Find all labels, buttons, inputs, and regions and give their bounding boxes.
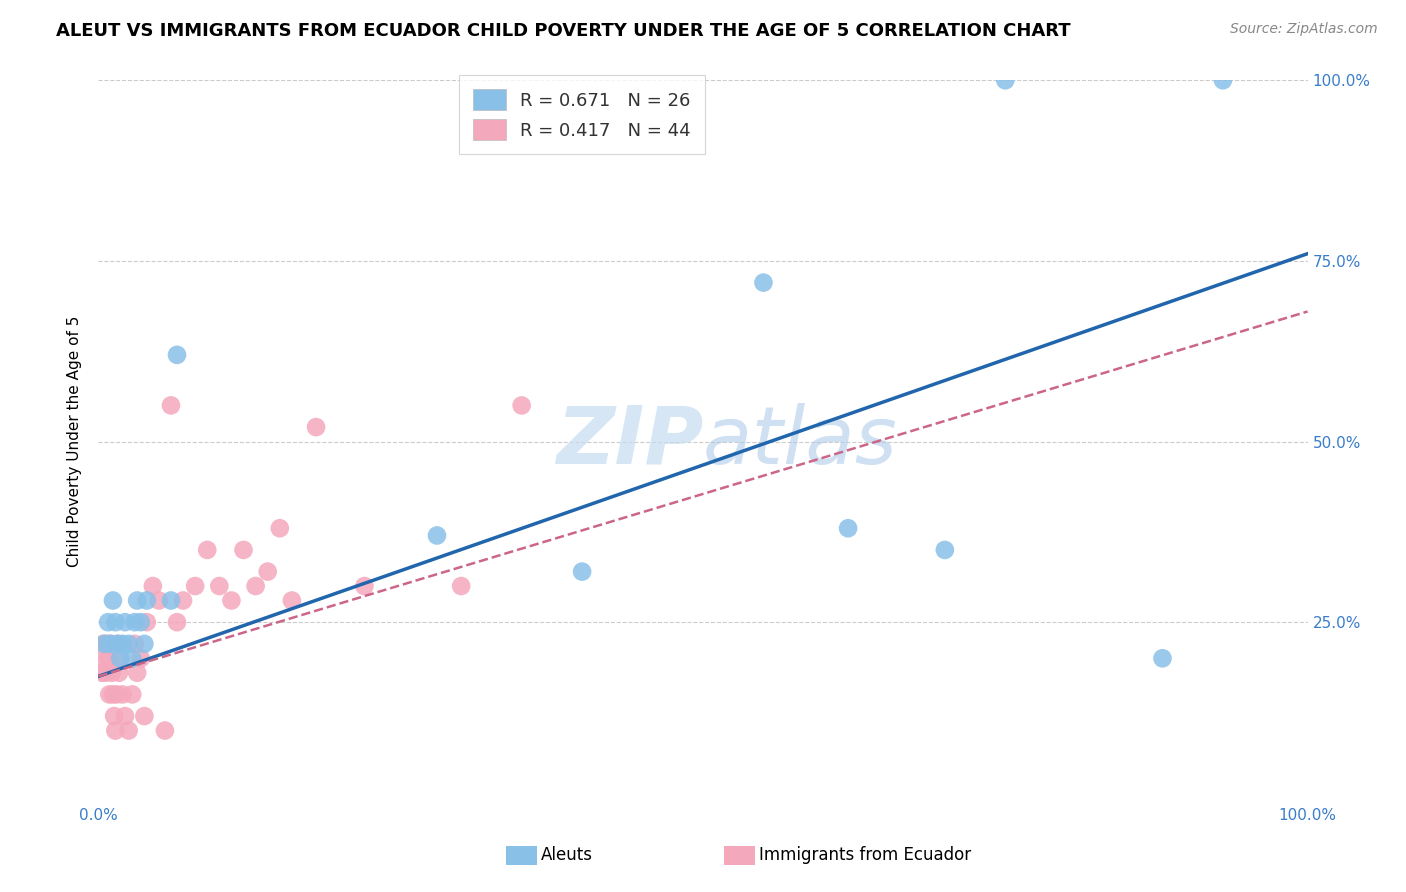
Point: [93, 637, 115, 651]
Text: ZIP: ZIP: [555, 402, 703, 481]
Point: [127, 665, 149, 680]
Point: [104, 723, 127, 738]
Point: [105, 687, 128, 701]
Text: Immigrants from Ecuador: Immigrants from Ecuador: [759, 847, 972, 864]
Point: [426, 528, 449, 542]
Point: [98, 687, 121, 701]
Point: [101, 593, 124, 607]
Point: [153, 723, 176, 738]
Point: [134, 709, 156, 723]
Point: [124, 637, 146, 651]
Point: [108, 651, 131, 665]
Point: [107, 637, 129, 651]
Point: [256, 565, 278, 579]
Point: [160, 593, 183, 607]
Point: [129, 651, 152, 665]
Point: [166, 348, 188, 362]
Point: [100, 665, 122, 680]
Point: [100, 637, 122, 651]
Point: [450, 579, 472, 593]
Point: [195, 542, 218, 557]
Text: Source: ZipAtlas.com: Source: ZipAtlas.com: [1230, 22, 1378, 37]
Point: [114, 615, 136, 630]
Point: [111, 687, 134, 701]
Point: [108, 665, 131, 680]
Point: [127, 593, 149, 607]
Point: [208, 579, 231, 593]
Point: [510, 398, 533, 412]
Point: [245, 579, 267, 593]
Point: [221, 593, 243, 607]
Y-axis label: Child Poverty Under the Age of 5: Child Poverty Under the Age of 5: [67, 316, 83, 567]
Text: Aleuts: Aleuts: [541, 847, 593, 864]
Point: [114, 709, 136, 723]
Point: [166, 615, 188, 630]
Point: [269, 521, 291, 535]
Point: [118, 723, 141, 738]
Text: ALEUT VS IMMIGRANTS FROM ECUADOR CHILD POVERTY UNDER THE AGE OF 5 CORRELATION CH: ALEUT VS IMMIGRANTS FROM ECUADOR CHILD P…: [56, 22, 1071, 40]
Point: [160, 398, 183, 412]
Point: [97, 651, 120, 665]
Point: [96, 637, 118, 651]
Point: [108, 651, 131, 665]
Point: [101, 687, 124, 701]
Point: [135, 593, 157, 607]
Point: [129, 615, 152, 630]
Point: [1152, 651, 1174, 665]
Point: [107, 637, 129, 651]
Point: [121, 687, 143, 701]
Point: [232, 542, 254, 557]
Point: [142, 579, 165, 593]
Point: [353, 579, 375, 593]
Point: [91, 637, 114, 651]
Text: atlas: atlas: [703, 402, 898, 481]
Point: [837, 521, 859, 535]
Point: [103, 709, 125, 723]
Point: [148, 593, 170, 607]
Point: [134, 637, 156, 651]
Point: [100, 637, 122, 651]
Point: [104, 615, 127, 630]
Point: [172, 593, 194, 607]
Point: [118, 637, 141, 651]
Point: [97, 615, 120, 630]
Point: [1212, 73, 1234, 87]
Point: [184, 579, 207, 593]
Point: [111, 637, 134, 651]
Point: [752, 276, 775, 290]
Point: [281, 593, 304, 607]
Legend: R = 0.671   N = 26, R = 0.417   N = 44: R = 0.671 N = 26, R = 0.417 N = 44: [458, 75, 706, 154]
Point: [934, 542, 956, 557]
Point: [124, 615, 146, 630]
Point: [571, 565, 593, 579]
Point: [94, 665, 117, 680]
Point: [91, 665, 114, 680]
Point: [121, 651, 143, 665]
Point: [93, 651, 115, 665]
Point: [305, 420, 328, 434]
Point: [994, 73, 1017, 87]
Point: [135, 615, 157, 630]
